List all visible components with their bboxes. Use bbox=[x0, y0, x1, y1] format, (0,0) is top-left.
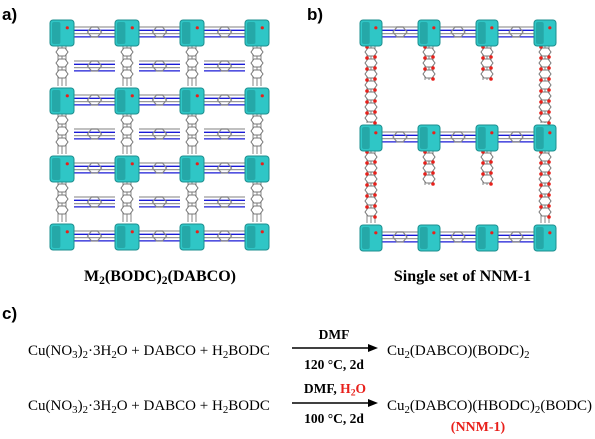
reaction-2-arrow bbox=[292, 399, 378, 407]
panel-label-b: b) bbox=[307, 5, 324, 24]
caption-a: M2(BODC)2(DABCO) bbox=[84, 268, 236, 288]
panel-label-c: c) bbox=[2, 304, 18, 323]
reaction-2-conditions-top: DMF, H2O bbox=[303, 381, 367, 399]
reaction-2-conditions-bottom: 100 °C, 2d bbox=[304, 411, 364, 426]
reaction-2-reactants: Cu(NO3)2·3H2O + DABCO + H2BODC bbox=[28, 398, 270, 417]
reaction-1-reactants: Cu(NO3)2·3H2O + DABCO + H2BODC bbox=[28, 343, 270, 362]
reaction-1-arrow bbox=[292, 344, 378, 352]
structure-image-a bbox=[49, 19, 270, 251]
structure-image-b bbox=[359, 19, 557, 252]
product-label-nnm1: (NNM-1) bbox=[450, 420, 506, 435]
panel-label-a: a) bbox=[2, 5, 18, 24]
reaction-1-product: Cu2(DABCO)(BODC)2 bbox=[387, 343, 530, 362]
reaction-1-conditions-bottom: 120 °C, 2d bbox=[304, 357, 364, 372]
caption-b: Single set of NNM-1 bbox=[393, 268, 532, 285]
reaction-2-product: Cu2(DABCO)(HBODC)2(BODC) bbox=[387, 398, 592, 417]
reaction-1-conditions-top: DMF bbox=[318, 327, 350, 342]
water-label: H2O bbox=[340, 381, 367, 399]
